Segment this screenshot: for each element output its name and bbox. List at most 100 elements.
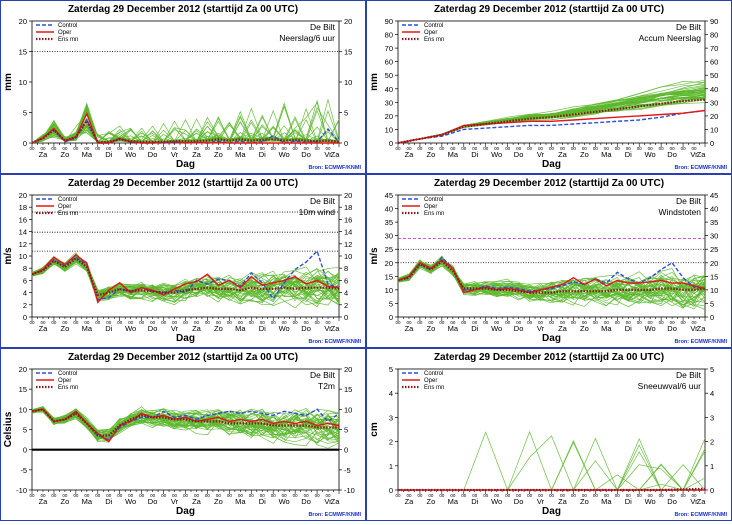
legend-label: Ens mn xyxy=(58,37,78,43)
hour-tick-label: 00 xyxy=(128,493,134,498)
y-tick-label: 12 xyxy=(344,240,352,249)
day-label: Di xyxy=(259,324,266,333)
legend-label: Oper xyxy=(58,204,71,210)
ensemble-member-line xyxy=(397,262,706,304)
hour-tick-label: 00 xyxy=(450,320,456,325)
hour-tick-label: 00 xyxy=(106,146,112,151)
legend-label: Oper xyxy=(424,30,437,36)
hour-tick-label: 00 xyxy=(615,320,621,325)
hour-tick-label: 00 xyxy=(84,146,90,151)
y-tick-label: 30 xyxy=(385,98,393,107)
hour-tick-label: 00 xyxy=(227,146,233,151)
y-axis-label: mm xyxy=(3,73,14,91)
y-tick-label: 10 xyxy=(710,125,718,134)
day-label: Za xyxy=(558,150,568,159)
hour-tick-label: 00 xyxy=(439,146,445,151)
hour-tick-label: 00 xyxy=(571,146,577,151)
day-label: Ma xyxy=(235,150,246,159)
y-tick-label: 0 xyxy=(23,139,27,148)
day-label: Zo xyxy=(61,324,70,333)
oper-series-line xyxy=(31,253,340,304)
y-tick-label: 0 xyxy=(344,446,348,455)
hour-tick-label: 00 xyxy=(417,320,423,325)
hour-tick-label: 00 xyxy=(637,493,643,498)
hour-tick-label: 00 xyxy=(183,320,189,325)
day-label: Ma xyxy=(235,324,246,333)
y-tick-label: -10 xyxy=(344,486,355,495)
ensmn-series-line xyxy=(31,408,339,437)
ensemble-member-line xyxy=(397,95,705,144)
day-label: Wo xyxy=(491,324,502,333)
hour-tick-label: 00 xyxy=(183,146,189,151)
day-label: Za xyxy=(697,497,707,506)
y-tick-label: 4 xyxy=(344,289,348,298)
hour-tick-label: 00 xyxy=(282,320,288,325)
hour-tick-label: 00 xyxy=(238,320,244,325)
hour-tick-label: 00 xyxy=(260,493,266,498)
chart-title: Zaterdag 29 December 2012 (starttijd Za … xyxy=(434,4,664,15)
hour-tick-label: 00 xyxy=(139,320,145,325)
y-tick-label: 70 xyxy=(385,44,393,53)
hour-tick-label: 00 xyxy=(249,320,255,325)
hour-tick-label: 00 xyxy=(670,146,676,151)
ensmn-series-line xyxy=(397,259,706,294)
hour-tick-label: 00 xyxy=(62,493,68,498)
y-tick-label: 1 xyxy=(710,462,714,471)
legend-label: Ens mn xyxy=(424,211,444,217)
y-tick-label: 0 xyxy=(710,139,714,148)
hour-tick-label: 00 xyxy=(505,146,511,151)
station-label: De Bilt xyxy=(676,196,702,206)
day-label: Do xyxy=(301,324,311,333)
day-label: Za xyxy=(192,497,202,506)
day-label: Di xyxy=(471,497,478,506)
source-label: Bron: ECMWF/KNMI xyxy=(308,165,361,171)
y-tick-label: 20 xyxy=(385,112,393,121)
y-tick-label: 40 xyxy=(710,85,718,94)
y-tick-label: 10 xyxy=(385,286,393,295)
hour-tick-label: 00 xyxy=(326,320,332,325)
hour-tick-label: 00 xyxy=(406,493,412,498)
day-label: Wo xyxy=(279,150,290,159)
day-label: Vr xyxy=(324,324,332,333)
day-label: Za xyxy=(558,324,568,333)
day-label: Ma xyxy=(448,150,459,159)
day-label: Vr xyxy=(690,497,698,506)
day-label: Za xyxy=(39,150,49,159)
y-tick-label: 5 xyxy=(23,109,27,118)
day-label: Ma xyxy=(601,150,612,159)
legend-label: Oper xyxy=(58,378,71,384)
hour-tick-label: 00 xyxy=(51,320,57,325)
day-label: Do xyxy=(667,150,677,159)
hour-tick-label: 00 xyxy=(472,146,478,151)
y-tick-label: 20 xyxy=(19,191,27,200)
y-tick-label: 16 xyxy=(19,215,27,224)
day-label: Ma xyxy=(82,497,93,506)
hour-tick-label: 00 xyxy=(95,146,101,151)
hour-tick-label: 00 xyxy=(461,493,467,498)
legend-label: Control xyxy=(424,371,443,377)
day-label: Di xyxy=(259,150,266,159)
hour-tick-label: 00 xyxy=(216,146,222,151)
hour-tick-label: 00 xyxy=(205,493,211,498)
day-label: Za xyxy=(192,150,202,159)
hour-tick-label: 00 xyxy=(461,320,467,325)
ensemble-member-line xyxy=(398,431,706,491)
hour-tick-label: 00 xyxy=(227,493,233,498)
hour-tick-label: 00 xyxy=(249,146,255,151)
hour-tick-label: 00 xyxy=(395,146,401,151)
chart-svg: Zaterdag 29 December 2012 (starttijd Za … xyxy=(369,178,727,345)
hour-tick-label: 00 xyxy=(106,493,112,498)
legend-label: Control xyxy=(424,197,443,203)
hour-tick-label: 00 xyxy=(205,320,211,325)
hour-tick-label: 00 xyxy=(549,493,555,498)
y-axis-label: cm xyxy=(369,422,380,437)
day-label: Zo xyxy=(580,497,589,506)
y-tick-label: 0 xyxy=(23,446,27,455)
day-label: Zo xyxy=(214,497,223,506)
station-label: De Bilt xyxy=(676,370,702,380)
y-tick-label: 0 xyxy=(710,486,714,495)
day-label: Di xyxy=(105,324,112,333)
y-tick-label: 5 xyxy=(710,365,714,374)
hour-tick-label: 00 xyxy=(626,146,632,151)
hour-tick-label: 00 xyxy=(282,493,288,498)
